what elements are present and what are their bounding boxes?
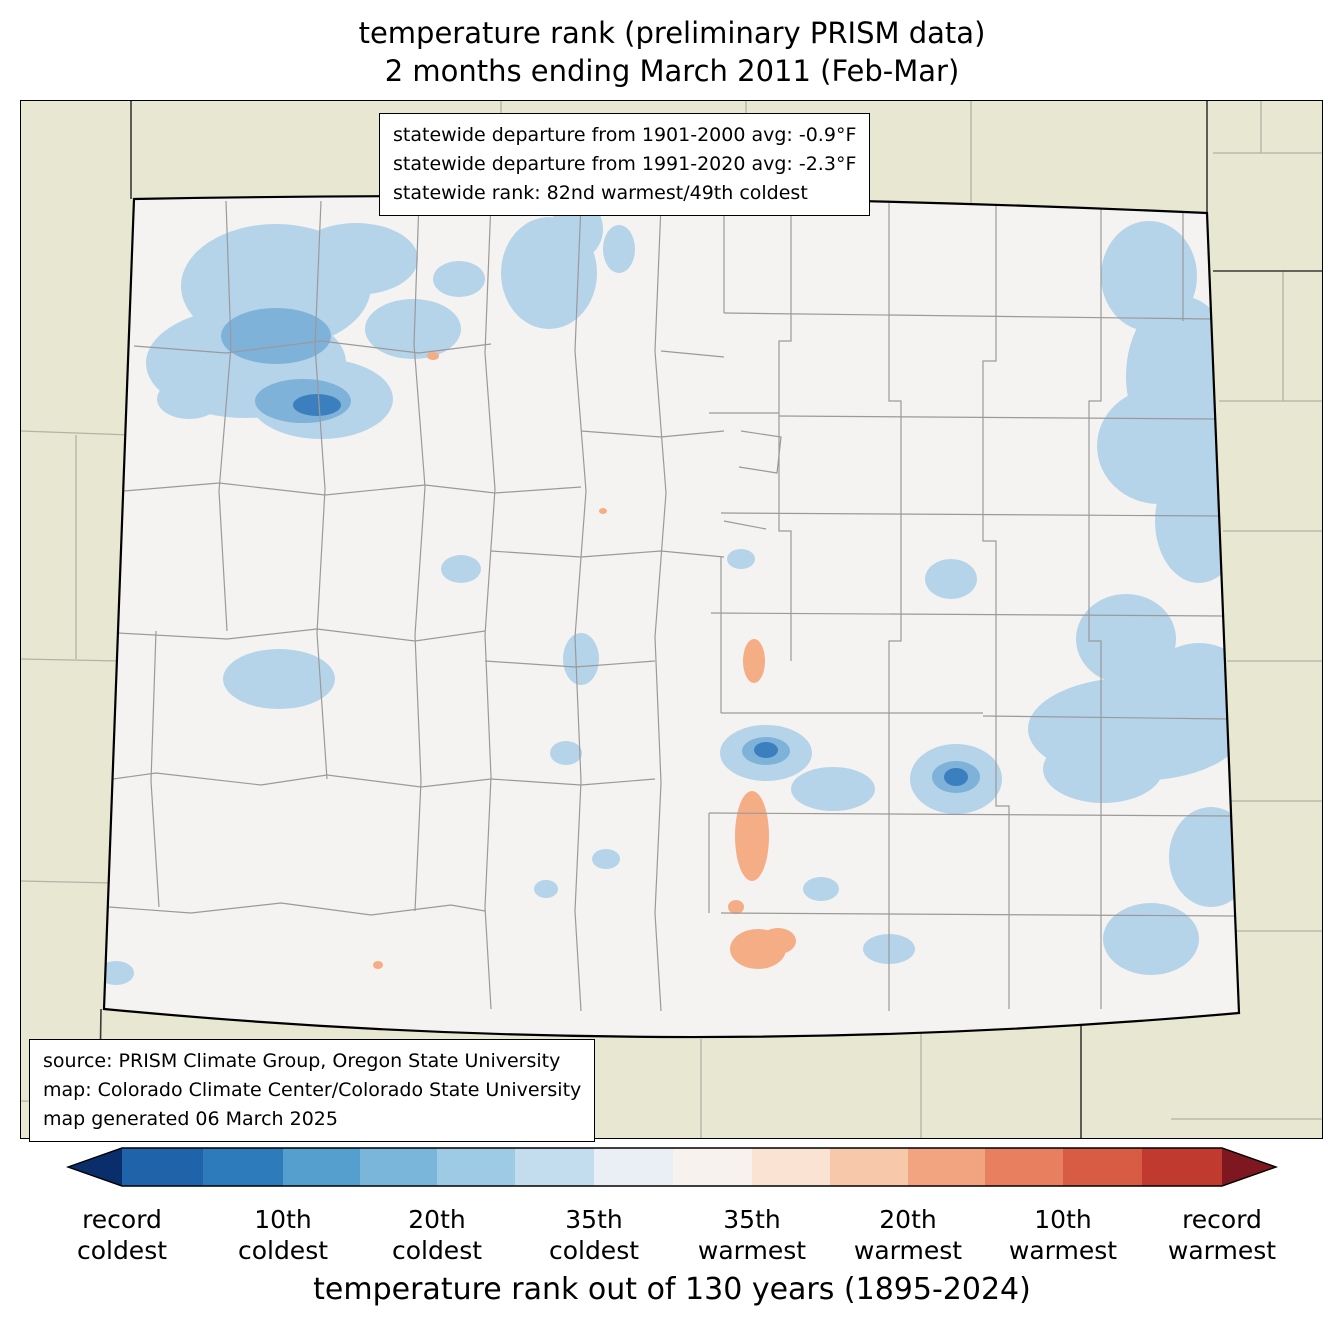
colorbar-label-10th-warmest: 10th warmest [1008,1205,1118,1265]
colorbar-caption: temperature rank out of 130 years (1895-… [313,1272,1031,1307]
colorbar-label-record-coldest: record coldest [76,1205,168,1265]
colorbar-segment [1063,1148,1142,1186]
stats-line-3: statewide rank: 82nd warmest/49th coldes… [393,182,808,204]
colorbar-segment [283,1148,360,1186]
colorbar-label-20th-warmest: 20th warmest [853,1205,963,1265]
colorbar [65,1147,1279,1187]
colorbar-segment [908,1148,985,1186]
colorbar-segment [515,1148,594,1186]
colorbar-segment [360,1148,437,1186]
colorbar-segment [673,1148,752,1186]
colorbar-segment [437,1148,515,1186]
cold-anomaly-dark-cores [293,394,968,786]
colorbar-outline [65,1147,1279,1187]
colorbar-segment [985,1148,1063,1186]
title-line-2: 2 months ending March 2011 (Feb-Mar) [384,54,960,88]
statewide-stats-box: statewide departure from 1901-2000 avg: … [379,113,871,216]
county-boundaries [108,200,1237,1012]
colorbar-right-arrow [1222,1148,1276,1186]
colorbar-segment [752,1148,830,1186]
colorbar-segment [122,1148,203,1186]
colorbar-segment [594,1148,673,1186]
map-frame: statewide departure from 1901-2000 avg: … [20,100,1323,1142]
title-line-1: temperature rank (preliminary PRISM data… [358,16,986,50]
colorbar-segment [830,1148,908,1186]
colorbar-segment [1142,1148,1222,1186]
colorbar-label-20th-coldest: 20th coldest [391,1205,483,1265]
colorado-map [21,101,1322,1138]
colorbar-left-arrow [68,1148,122,1186]
colorbar-segment [203,1148,283,1186]
colorbar-label-35th-warmest: 35th warmest [697,1205,807,1265]
page-title: temperature rank (preliminary PRISM data… [0,14,1344,90]
colorbar-label-record-warmest: record warmest [1167,1205,1277,1265]
colorbar-label-35th-coldest: 35th coldest [548,1205,640,1265]
colorbar-label-10th-coldest: 10th coldest [237,1205,329,1265]
stats-line-1: statewide departure from 1901-2000 avg: … [393,124,857,146]
source-line-1: source: PRISM Climate Group, Oregon Stat… [43,1050,561,1072]
source-line-3: map generated 06 March 2025 [43,1108,338,1130]
source-line-2: map: Colorado Climate Center/Colorado St… [43,1079,582,1101]
stats-line-2: statewide departure from 1991-2020 avg: … [393,153,857,175]
neighbor-county-lines [21,101,1322,1138]
source-credit-box: source: PRISM Climate Group, Oregon Stat… [29,1039,596,1142]
